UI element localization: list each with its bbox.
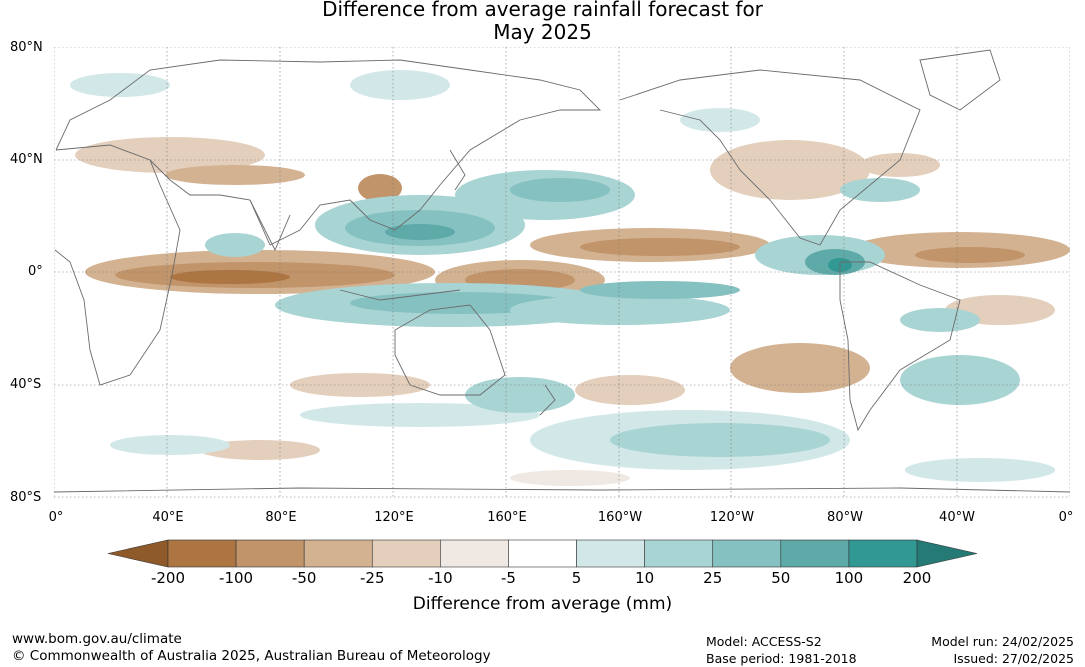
footer-dates: Model run: 24/02/2025 Issued: 27/02/2025 <box>931 633 1074 667</box>
coastlines <box>54 49 1070 493</box>
lon-label-80w: 80°W <box>827 510 863 525</box>
colorbar-tick-label: -50 <box>291 569 317 587</box>
footer-model-run: Model run: 24/02/2025 <box>931 634 1074 649</box>
colorbar-tick-label: 100 <box>834 569 864 587</box>
dry-anomaly-regions <box>75 137 1070 486</box>
lon-label-40e: 40°E <box>152 510 184 525</box>
colorbar-tick-label: 10 <box>635 569 655 587</box>
colorbar-segment <box>235 539 305 568</box>
colorbar-segment <box>167 539 237 568</box>
colorbar <box>107 539 978 568</box>
footer-issued: Issued: 27/02/2025 <box>953 651 1075 666</box>
colorbar-title: Difference from average (mm) <box>412 594 673 614</box>
lat-label-equator: 0° <box>28 264 43 279</box>
footer-model-info: Model: ACCESS-S2 Base period: 1981-2018 <box>706 633 857 667</box>
lat-label-40s: 40°S <box>10 377 42 392</box>
graticule <box>54 47 1070 498</box>
footer-base-period: Base period: 1981-2018 <box>706 651 857 666</box>
colorbar-tick-label: 25 <box>703 569 723 587</box>
colorbar-segment <box>508 539 577 568</box>
colorbar-tick-label: -10 <box>428 569 453 587</box>
colorbar-segment <box>712 539 782 568</box>
colorbar-segment <box>780 539 850 568</box>
lat-label-80n: 80°N <box>10 40 43 55</box>
colorbar-segment <box>848 539 918 568</box>
lon-label-40w: 40°W <box>939 510 975 525</box>
lon-label-120e: 120°E <box>374 510 414 525</box>
lat-label-40n: 40°N <box>10 152 43 167</box>
lon-label-80e: 80°E <box>265 510 297 525</box>
title-line-1: Difference from average rainfall forecas… <box>322 0 763 21</box>
footer-url[interactable]: www.bom.gov.au/climate <box>12 631 182 647</box>
colorbar-segment <box>644 539 714 568</box>
lon-label-160w: 160°W <box>597 510 643 525</box>
colorbar-tick-label: -5 <box>500 569 516 587</box>
lon-label-0: 0° <box>48 510 64 525</box>
lon-label-120w: 120°W <box>709 510 755 525</box>
colorbar-segment <box>371 539 441 568</box>
colorbar-segment <box>303 539 373 568</box>
title-line-2: May 2025 <box>493 20 592 44</box>
footer-source: www.bom.gov.au/climate © Commonwealth of… <box>12 631 491 665</box>
colorbar-tick-label: 5 <box>571 569 582 587</box>
page-title: Difference from average rainfall forecas… <box>0 0 1085 44</box>
wet-anomaly-regions <box>70 70 1055 482</box>
colorbar-tick-label: 200 <box>902 569 932 587</box>
lon-label-160e: 160°E <box>487 510 527 525</box>
colorbar-tick-label: 50 <box>771 569 791 587</box>
lon-label-0-end: 0° <box>1058 510 1074 525</box>
colorbar-segment <box>440 539 509 568</box>
colorbar-tick-label: -25 <box>360 569 385 587</box>
colorbar-extend-high <box>916 539 978 568</box>
colorbar-tick-label: -200 <box>150 569 186 587</box>
colorbar-segment <box>576 539 645 568</box>
footer-copyright: © Commonwealth of Australia 2025, Austra… <box>12 648 491 664</box>
footer-model: Model: ACCESS-S2 <box>706 634 822 649</box>
lat-label-80s: 80°S <box>10 490 42 505</box>
colorbar-extend-low <box>107 539 169 568</box>
colorbar-tick-label: -100 <box>219 569 254 587</box>
